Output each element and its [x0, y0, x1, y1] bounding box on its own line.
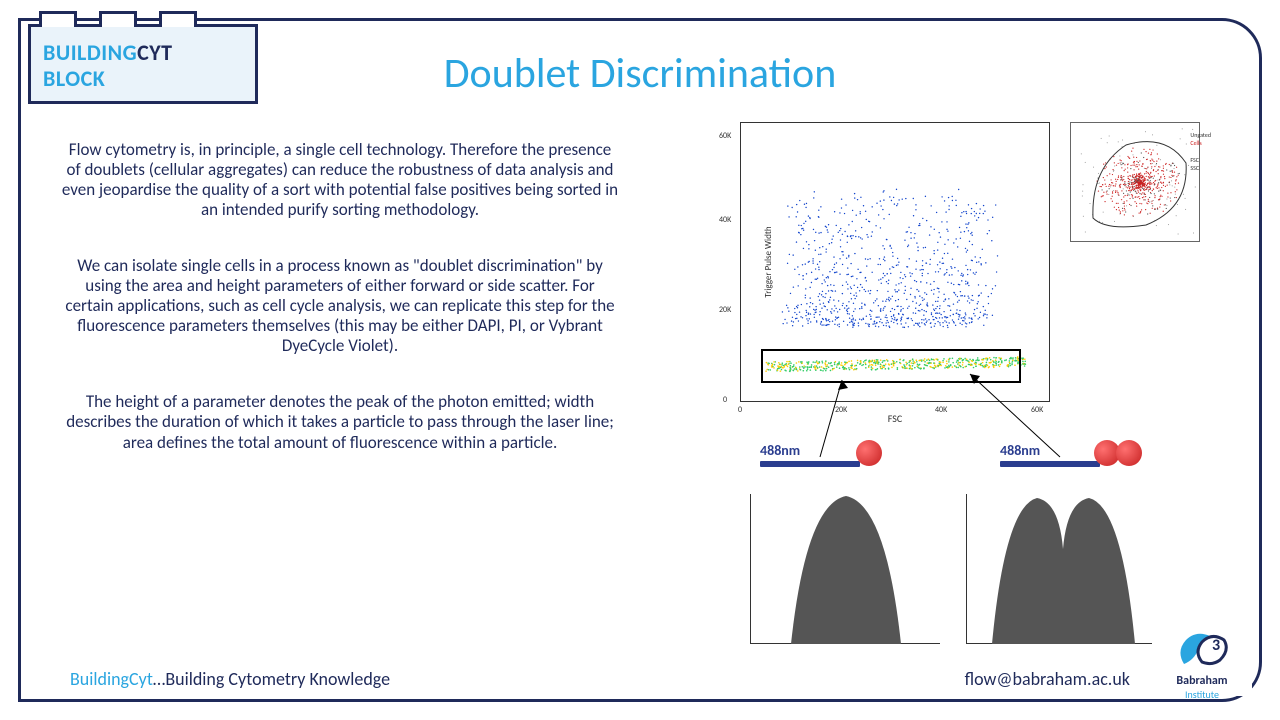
logo-block: BUILDINGCYT BLOCK [28, 24, 258, 104]
diagram-area: Trigger Pulse Width FSC 0 20K 40K 60K 0 … [720, 122, 1200, 632]
logo-word2: CYT [137, 39, 172, 66]
pointer-arrows [720, 122, 1200, 482]
cell-icon [856, 440, 882, 466]
laser-doublet: 488nm [1000, 442, 1140, 467]
footer-email: flow@babraham.ac.uk [965, 668, 1130, 690]
laser-single: 488nm [760, 442, 900, 467]
cell-icon [1116, 440, 1142, 466]
svg-text:3: 3 [1212, 636, 1220, 655]
babraham-logo: 3 Babraham Institute [1152, 626, 1252, 696]
body-text: Flow cytometry is, in principle, a singl… [60, 140, 620, 489]
logo-word3: BLOCK [43, 65, 105, 92]
pulse-diagrams [750, 494, 1156, 644]
footer-tagline: BuildingCyt…Building Cytometry Knowledge [70, 668, 390, 690]
logo-word1: BUILDING [43, 39, 137, 66]
pulse-single [750, 494, 940, 644]
paragraph-3: The height of a parameter denotes the pe… [60, 392, 620, 452]
paragraph-2: We can isolate single cells in a process… [60, 256, 620, 356]
laser-diagrams: 488nm 488nm [760, 442, 1140, 467]
pulse-doublet [966, 494, 1156, 644]
paragraph-1: Flow cytometry is, in principle, a singl… [60, 140, 620, 220]
